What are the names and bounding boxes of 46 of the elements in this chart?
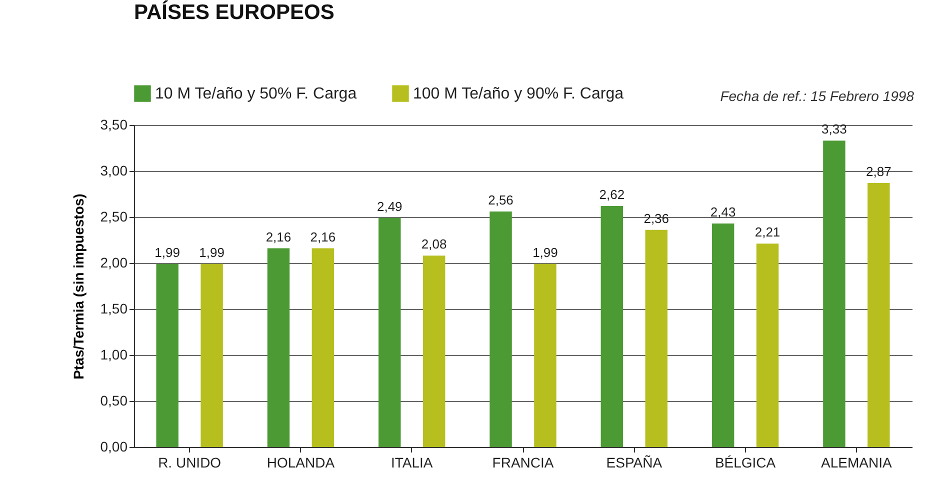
data-label: 3,33: [822, 122, 847, 137]
x-tick-label: ITALIA: [390, 454, 434, 470]
bar: [534, 264, 556, 447]
y-axis-title: Ptas/Termia (sin impuestos): [70, 194, 86, 380]
x-tick-label: HOLANDA: [266, 454, 336, 470]
y-tick-label: 0,50: [100, 392, 128, 408]
data-label: 1,99: [154, 244, 180, 260]
data-label: 2,49: [376, 198, 402, 214]
data-label: 1,99: [199, 244, 224, 260]
chart-title: PAÍSES EUROPEOS: [134, 0, 334, 24]
bar: [756, 244, 779, 447]
text: Fecha de ref.: 15 Febrero 1998: [720, 88, 914, 104]
data-label: 2,43: [710, 204, 736, 220]
bar: [490, 211, 512, 447]
data-label: 2,16: [310, 229, 336, 244]
x-tick-label: ALEMANIA: [821, 454, 892, 470]
bar: [823, 140, 846, 447]
bar: [422, 256, 446, 447]
y-tick-label: 0,00: [100, 438, 128, 454]
data-label: 2,08: [421, 236, 447, 252]
x-tick-label: R. UNIDO: [158, 454, 222, 470]
y-tick-label: 2,50: [100, 208, 128, 224]
x-tick-label: BÉLGICA: [714, 454, 776, 470]
legend-label: 100 M Te/año y 90% F. Carga: [413, 86, 624, 103]
bar: [200, 264, 223, 447]
data-label: 2,62: [599, 186, 625, 202]
data-label: 1,99: [532, 244, 558, 260]
x-tick-label: ESPAÑA: [606, 454, 663, 470]
y-tick-label: 3,50: [100, 116, 128, 132]
legend-label: 10 M Te/año y 50% F. Carga: [155, 86, 357, 103]
bar: [645, 230, 668, 447]
y-tick-label: 1,50: [100, 300, 128, 316]
bar: [312, 248, 334, 447]
bar: [156, 264, 178, 447]
y-tick-label: 2,00: [100, 254, 128, 270]
bar: [378, 218, 401, 447]
x-tick-label: FRANCIA: [492, 454, 554, 470]
bar: [267, 248, 290, 447]
data-label: 2,56: [488, 192, 514, 208]
bar: [868, 182, 890, 447]
bar: [712, 223, 734, 447]
bar: [600, 206, 624, 447]
y-tick-label: 3,00: [100, 162, 128, 178]
data-label: 2,21: [754, 224, 780, 240]
y-tick-label: 1,00: [100, 346, 128, 362]
data-label: 2,16: [266, 229, 292, 244]
